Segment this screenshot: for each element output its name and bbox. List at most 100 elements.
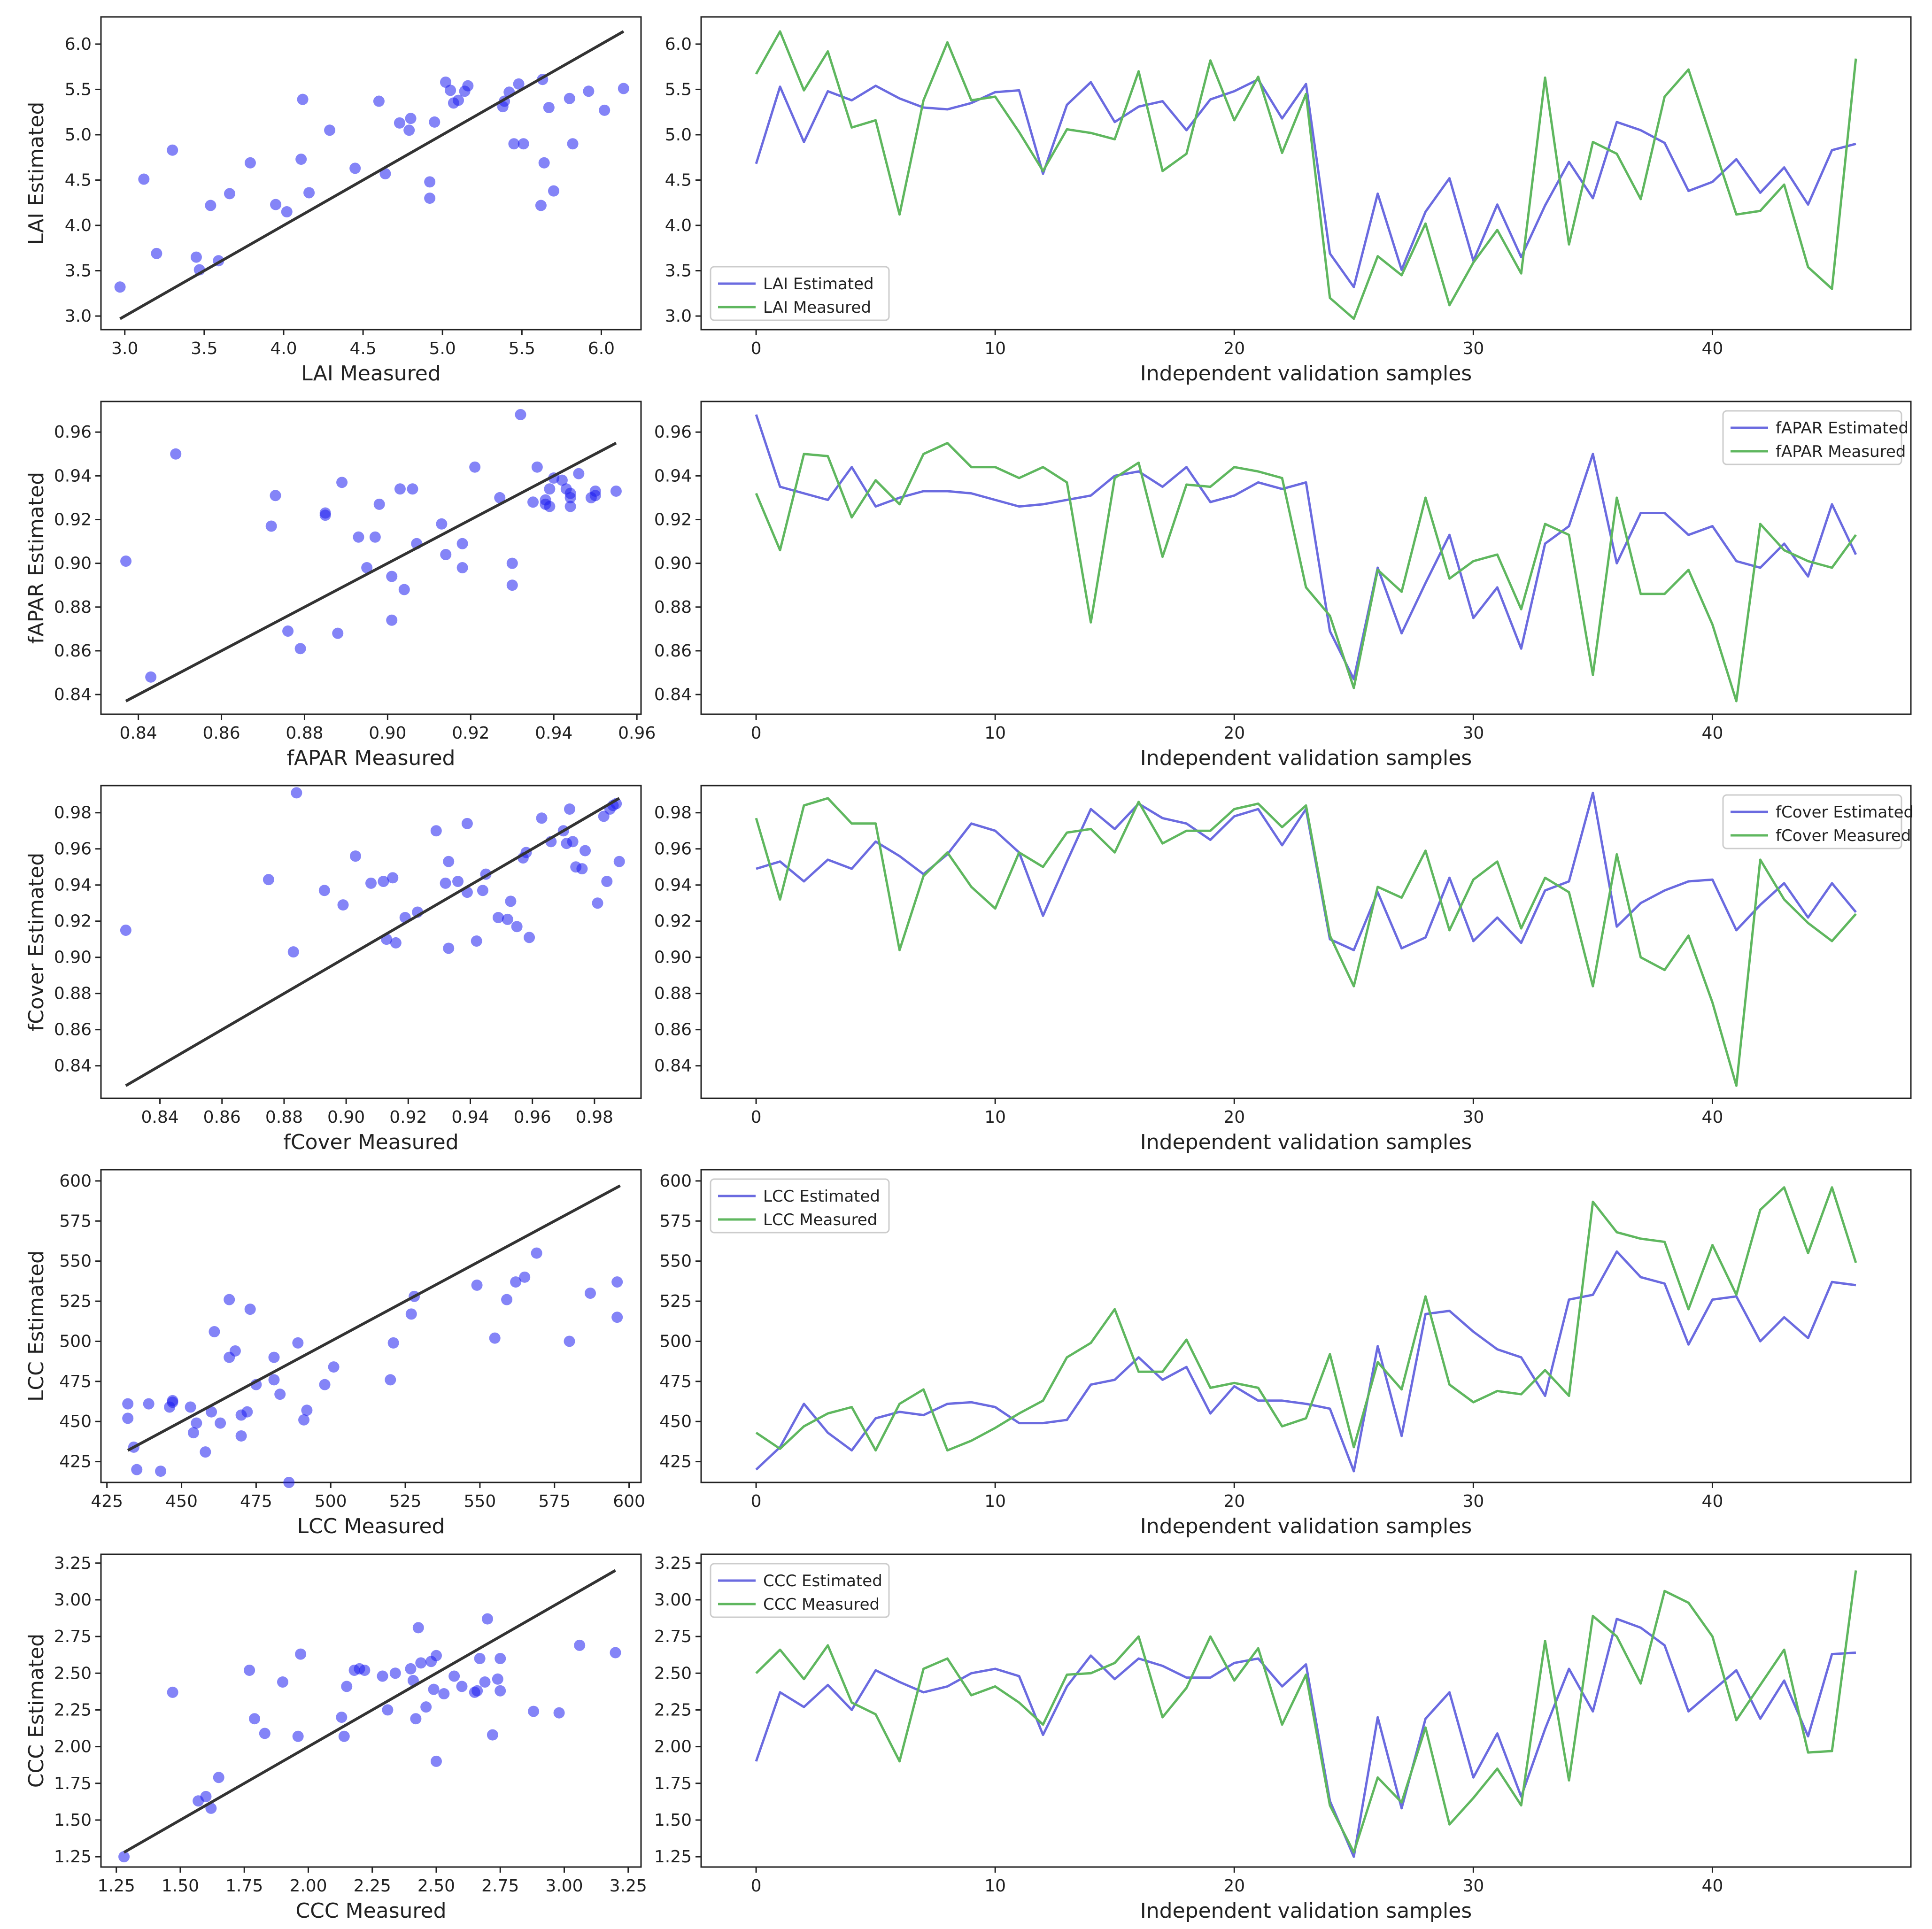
scatter-point — [440, 877, 451, 889]
scatter-point — [336, 477, 348, 488]
x-tick-label: 4.0 — [270, 339, 297, 358]
scatter-point — [511, 921, 523, 933]
scatter-point — [420, 1701, 432, 1713]
scatter-point — [295, 154, 307, 165]
scatter-point — [469, 461, 481, 473]
y-tick-label: 0.90 — [54, 948, 92, 967]
y-axis-label: CCC Estimated — [24, 1634, 48, 1788]
y-tick-label: 2.00 — [54, 1737, 92, 1757]
scatter-point — [263, 874, 274, 886]
scatter-point — [341, 1681, 353, 1692]
scatter-point — [580, 845, 591, 856]
scatter-point — [120, 555, 132, 567]
y-tick-label: 0.84 — [654, 1057, 692, 1076]
scatter-point — [386, 571, 398, 582]
x-axis-label: Independent validation samples — [1140, 1514, 1472, 1538]
scatter-point — [385, 1374, 396, 1386]
scatter-point — [456, 1681, 468, 1692]
scatter-point — [131, 1464, 143, 1475]
y-tick-label: 0.84 — [54, 1057, 92, 1076]
scatter-point — [564, 803, 575, 815]
scatter-point — [513, 78, 525, 90]
scatter-point — [576, 863, 588, 875]
scatter-point — [506, 579, 518, 591]
x-tick-label: 10 — [984, 1492, 1006, 1511]
scatter-point — [295, 1648, 307, 1660]
scatter-point — [518, 138, 529, 150]
x-tick-label: 1.75 — [225, 1876, 263, 1896]
scatter-panel-fcover: 0.84 0.86 0.88 0.90 0.92 0.94 0.96 0.98 0.84 0.86… — [24, 785, 642, 1154]
y-tick-label: 425 — [659, 1452, 692, 1472]
scatter-point — [618, 83, 629, 94]
legend-label: fCover Estimated — [1776, 803, 1914, 822]
line-panel-lai: 0 10 20 30 40 3.0 3.5 4.0 4.5 5.0 5.5 6.0 Independen… — [665, 16, 1912, 386]
scatter-point — [564, 501, 576, 512]
y-tick-label: 0.88 — [54, 598, 92, 617]
scatter-point — [505, 895, 517, 907]
scatter-point — [291, 787, 302, 799]
scatter-point — [229, 1345, 241, 1357]
y-tick-label: 2.75 — [54, 1627, 92, 1646]
y-tick-label: 3.00 — [654, 1590, 692, 1610]
plot-frame — [700, 1553, 1912, 1868]
scatter-point — [332, 627, 344, 639]
scatter-point — [481, 1613, 493, 1625]
row-lai: 3.0 3.5 4.0 4.5 5.0 5.5 6.0 3.0 3.5 4.0 4.5 5.0 5.5 6… — [24, 16, 1912, 386]
x-tick-label: 3.25 — [610, 1876, 647, 1896]
y-tick-label: 0.94 — [654, 466, 692, 486]
y-tick-label: 0.86 — [654, 641, 692, 661]
y-tick-label: 0.90 — [654, 554, 692, 573]
x-tick-label: 2.75 — [481, 1876, 519, 1896]
scatter-point — [292, 1730, 304, 1742]
y-tick-label: 0.86 — [54, 1020, 92, 1040]
x-tick-label: 30 — [1462, 1876, 1484, 1896]
legend: LCC Estimated LCC Measured — [710, 1178, 890, 1234]
series-line-lcc-estimated — [755, 1250, 1856, 1473]
y-tick-label: 0.88 — [54, 984, 92, 1003]
x-tick-label: 0 — [751, 1108, 762, 1127]
scatter-point — [298, 1414, 310, 1426]
scatter-point — [386, 614, 398, 626]
scatter-point — [583, 85, 595, 97]
y-tick-label: 1.75 — [654, 1774, 692, 1793]
legend-label: fAPAR Estimated — [1776, 419, 1909, 438]
x-tick-label: 40 — [1702, 1108, 1723, 1127]
legend-label: CCC Measured — [763, 1595, 880, 1614]
scatter-point — [224, 1294, 235, 1305]
scatter-point — [389, 1667, 401, 1679]
scatter-point — [373, 498, 385, 510]
x-tick-label: 0.84 — [120, 724, 157, 743]
y-tick-label: 2.50 — [54, 1664, 92, 1683]
series-line-ccc-estimated — [755, 1618, 1856, 1858]
scatter-point — [471, 1685, 483, 1697]
y-tick-label: 500 — [59, 1332, 92, 1351]
scatter-point — [277, 1676, 288, 1688]
x-tick-label: 0 — [751, 339, 762, 358]
scatter-point — [536, 812, 548, 824]
y-tick-label: 0.94 — [54, 876, 92, 895]
scatter-point — [265, 520, 277, 532]
x-tick-label: 0.94 — [535, 724, 572, 743]
one-to-one-line — [127, 1184, 621, 1452]
y-axis-label: fAPAR Estimated — [24, 472, 48, 644]
legend-label: fCover Measured — [1776, 826, 1911, 845]
y-tick-label: 2.00 — [654, 1737, 692, 1757]
y-tick-label: 5.0 — [65, 125, 92, 145]
scatter-point — [443, 856, 455, 867]
x-tick-label: 30 — [1462, 1492, 1484, 1511]
scatter-point — [200, 1446, 211, 1458]
x-tick-label: 0.92 — [452, 724, 489, 743]
x-axis-label: CCC Measured — [295, 1899, 446, 1923]
x-axis-label: Independent validation samples — [1140, 746, 1472, 770]
legend: LAI Estimated LAI Measured — [710, 266, 890, 321]
scatter-point — [324, 124, 336, 136]
scatter-point — [515, 409, 526, 420]
plot-frame — [700, 785, 1912, 1099]
scatter-point — [452, 876, 464, 887]
x-axis-label: Independent validation samples — [1140, 1899, 1472, 1923]
line-panel-ccc: 0 10 20 30 40 1.25 1.50 1.75 2.00 2.25 2.50 2.75 3.0… — [654, 1553, 1912, 1923]
legend: fAPAR Estimated fAPAR Measured — [1722, 410, 1909, 465]
x-tick-label: 0.96 — [514, 1108, 551, 1127]
plot-frame — [700, 401, 1912, 715]
line-panel-fapar: 0 10 20 30 40 0.84 0.86 0.88 0.90 0.92 0.94 0.96 Ind… — [654, 401, 1912, 770]
